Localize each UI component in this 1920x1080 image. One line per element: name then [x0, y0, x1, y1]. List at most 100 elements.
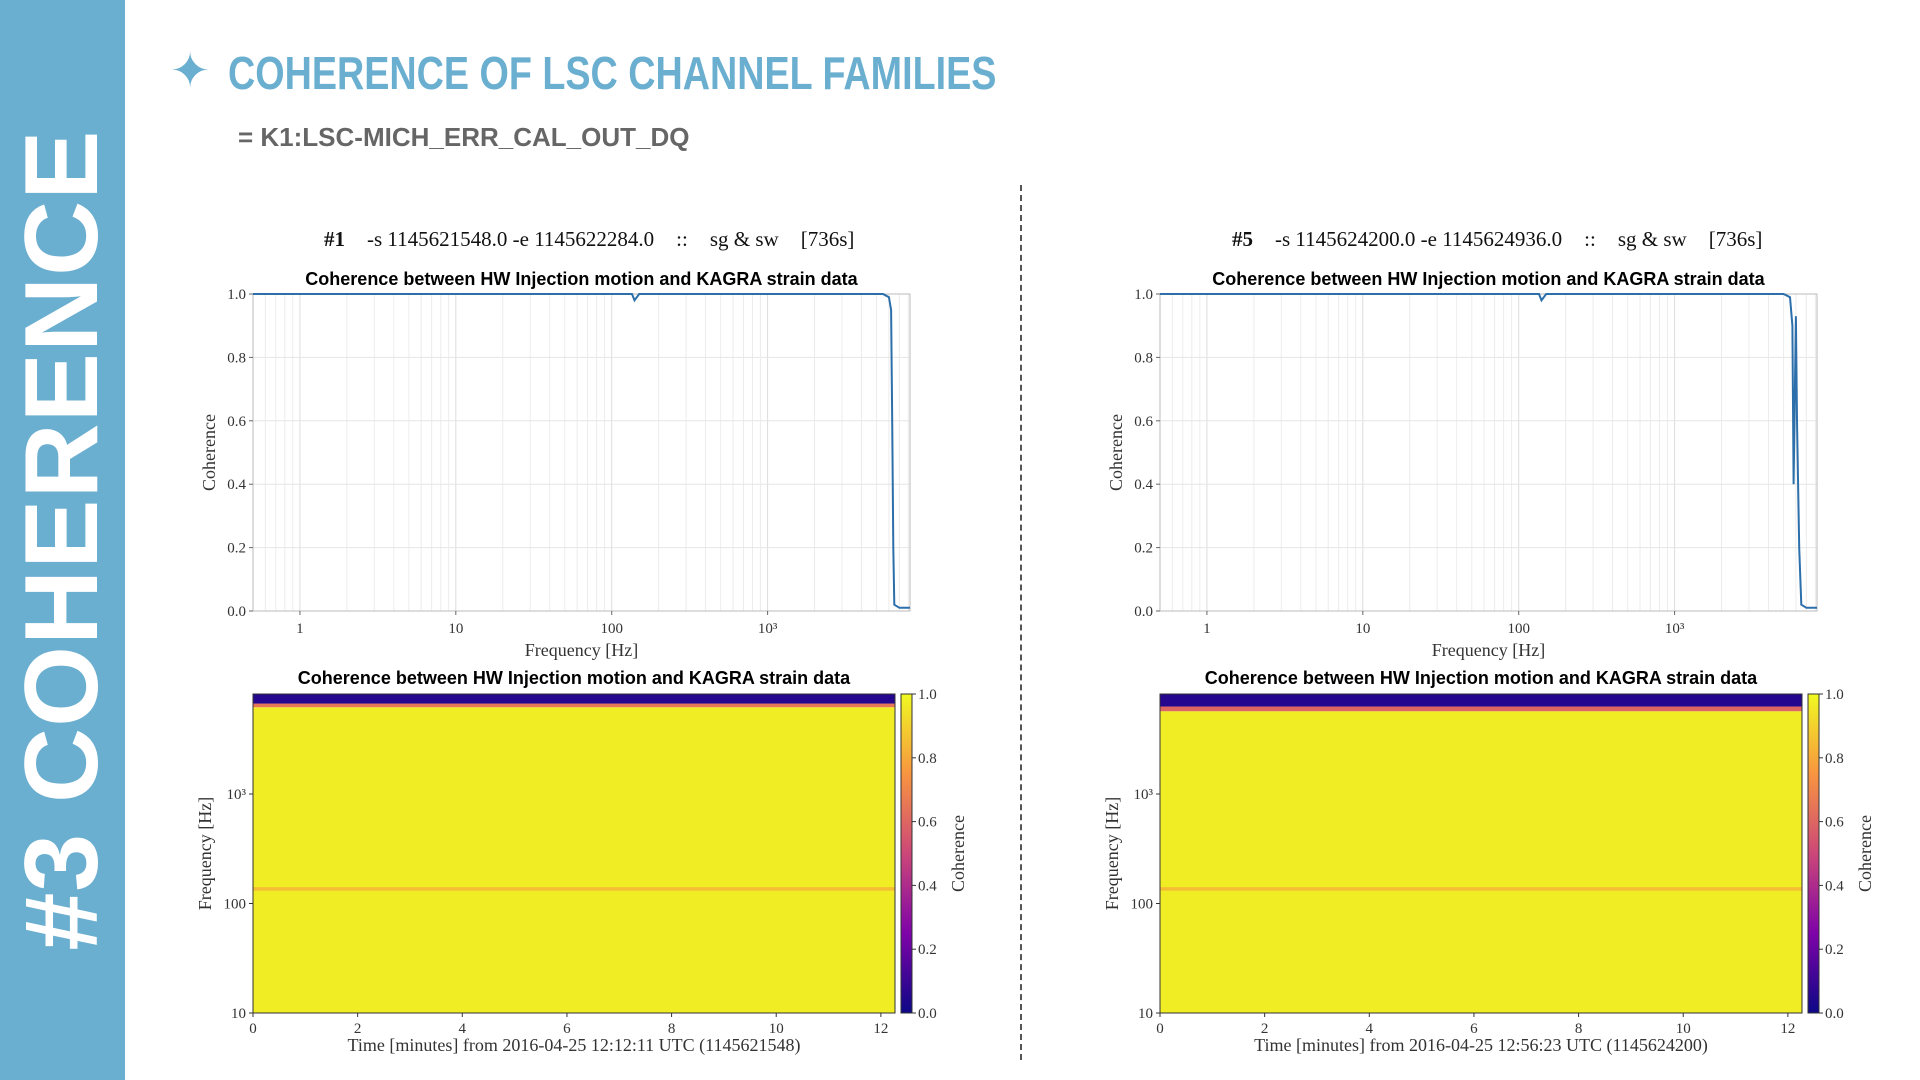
colorbar-tick-label: 0.2 [918, 942, 937, 958]
colorbar-label: Coherence [948, 815, 968, 892]
left-panel: #1 -s 1145621548.0 -e 1145622284.0:: sg & … [0, 0, 900, 1080]
page-title: COHERENCE OF LSC CHANNEL FAMILIES [228, 47, 997, 99]
x-tick-label: 8 [1575, 1021, 1583, 1037]
coherence-band [253, 703, 895, 708]
coherence-line [253, 293, 910, 609]
plot-frame [252, 293, 911, 612]
y-tick-label: 0.0 [227, 604, 246, 620]
y-tick-label: 0.8 [227, 350, 246, 366]
y-axis-label: Coherence [199, 414, 219, 491]
y-tick-label: 100 [1131, 897, 1154, 913]
plot-title: Coherence between HW Injection motion an… [1212, 269, 1765, 289]
y-tick-label: 10 [1138, 1006, 1153, 1022]
y-tick-label: 0.6 [1134, 414, 1153, 430]
y-tick-label: 100 [224, 897, 247, 913]
y-axis-label: Frequency [Hz] [195, 797, 215, 910]
y-tick-label: 0.8 [1134, 350, 1153, 366]
x-tick-label: 2 [354, 1021, 362, 1037]
x-tick-label: 2 [1261, 1021, 1269, 1037]
plot-title: Coherence between HW Injection motion an… [1205, 668, 1758, 688]
y-tick-label: 0.4 [227, 477, 246, 493]
run-header: #1 -s 1145621548.0 -e 1145622284.0:: sg & … [303, 202, 854, 277]
plot-frame [252, 693, 896, 1014]
coherence-band [253, 887, 895, 891]
x-tick-label: 4 [1366, 1021, 1374, 1037]
x-axis-label: Frequency [Hz] [525, 640, 638, 660]
run-separator: :: [1584, 227, 1596, 251]
colorbar-label: Coherence [1855, 815, 1875, 892]
y-tick-label: 0.2 [227, 541, 246, 557]
run-separator: :: [676, 227, 688, 251]
y-axis-label: Coherence [1106, 414, 1126, 491]
y-tick-label: 10 [231, 1006, 246, 1022]
grid [252, 293, 910, 612]
y-tick-label: 0.6 [227, 414, 246, 430]
coherence-band [253, 694, 895, 704]
coherence-band [1160, 711, 1802, 1013]
coherence-spectrum-plot: Coherence between HW Injection motion an… [199, 269, 911, 660]
x-tick-label: 0 [1156, 1021, 1164, 1037]
y-tick-label: 0.0 [1134, 604, 1153, 620]
y-tick-label: 1.0 [227, 287, 246, 303]
colorbar-tick-label: 0.2 [1825, 942, 1844, 958]
run-id: #5 [1232, 227, 1253, 251]
colorbar-tick-label: 0.0 [1825, 1006, 1844, 1022]
coherence-band [1160, 706, 1802, 712]
coherence-spectrogram-plot: Coherence between HW Injection motion an… [195, 668, 968, 1056]
x-tick-label: 10 [448, 621, 463, 637]
plot-frame [1159, 293, 1818, 612]
x-tick-label: 100 [600, 621, 623, 637]
x-tick-label: 12 [873, 1021, 888, 1037]
y-axis-label: Frequency [Hz] [1102, 797, 1122, 910]
run-args: -s 1145624200.0 -e 1145624936.0 [1275, 227, 1563, 251]
run-header: #5 -s 1145624200.0 -e 1145624936.0:: sg & … [1211, 202, 1762, 277]
y-tick-label: 1.0 [1134, 287, 1153, 303]
colorbar-tick-label: 1.0 [918, 687, 937, 703]
x-axis-label: Frequency [Hz] [1432, 640, 1545, 660]
x-tick-label: 10³ [1665, 621, 1685, 637]
x-tick-label: 12 [1780, 1021, 1795, 1037]
y-tick-label: 10³ [227, 787, 247, 803]
x-tick-label: 1 [296, 621, 304, 637]
coherence-band [1160, 887, 1802, 891]
y-tick-label: 10³ [1134, 787, 1154, 803]
colorbar-tick-label: 0.6 [918, 815, 937, 831]
colorbar-tick-label: 0.8 [918, 751, 937, 767]
plot-frame [1159, 693, 1803, 1014]
colorbar-tick-label: 0.0 [918, 1006, 937, 1022]
panel-divider [1020, 185, 1022, 1060]
run-mode: sg & sw [709, 227, 779, 251]
colorbar-tick-label: 0.8 [1825, 751, 1844, 767]
coherence-band [253, 707, 895, 1013]
run-duration: [736s] [1708, 227, 1763, 251]
run-id: #1 [324, 227, 345, 251]
x-tick-label: 1 [1203, 621, 1211, 637]
run-duration: [736s] [800, 227, 855, 251]
y-tick-label: 0.2 [1134, 541, 1153, 557]
sidebar: #3 COHERENCE [0, 0, 125, 1080]
colorbar [1807, 693, 1820, 1014]
x-tick-label: 10³ [758, 621, 778, 637]
x-tick-label: 100 [1507, 621, 1530, 637]
x-tick-label: 0 [249, 1021, 257, 1037]
coherence-line [1160, 293, 1817, 609]
x-tick-label: 4 [459, 1021, 467, 1037]
grid [1159, 293, 1817, 612]
x-tick-label: 6 [563, 1021, 571, 1037]
star-icon: ✦ [170, 45, 211, 98]
x-tick-label: 10 [1355, 621, 1370, 637]
coherence-band [1160, 694, 1802, 707]
coherence-spectrogram-plot: Coherence between HW Injection motion an… [1102, 668, 1875, 1056]
x-tick-label: 6 [1470, 1021, 1478, 1037]
plot-title: Coherence between HW Injection motion an… [305, 269, 858, 289]
run-mode: sg & sw [1617, 227, 1687, 251]
colorbar-tick-label: 0.6 [1825, 815, 1844, 831]
x-axis-label: Time [minutes] from 2016-04-25 12:56:23 … [1254, 1035, 1708, 1056]
channel-name: = K1:LSC-MICH_ERR_CAL_OUT_DQ [238, 122, 690, 152]
colorbar [900, 693, 913, 1014]
coherence-spectrum-plot: Coherence between HW Injection motion an… [1106, 269, 1818, 660]
colorbar-tick-label: 0.4 [918, 878, 937, 894]
x-tick-label: 10 [1676, 1021, 1691, 1037]
y-tick-label: 0.4 [1134, 477, 1153, 493]
